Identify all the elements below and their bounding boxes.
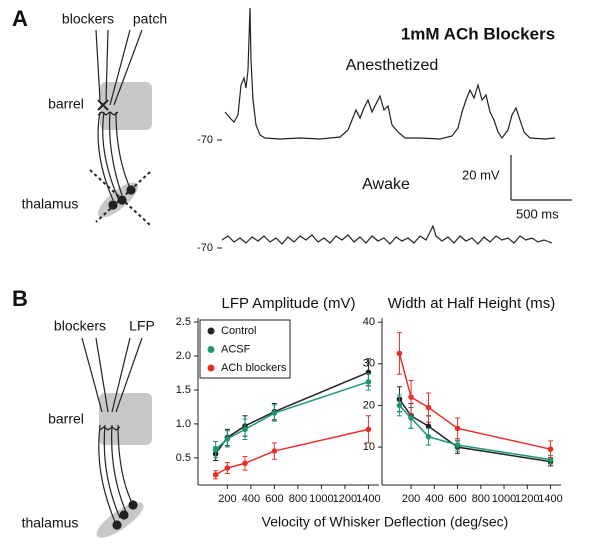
x-tick-label: 1000 [492, 493, 516, 505]
electrode-label: patch [133, 11, 167, 27]
x-tick-label: 400 [425, 493, 443, 505]
diagram-a [89, 29, 152, 226]
x-tick-label: 1200 [515, 493, 539, 505]
y-tick-label: 30 [363, 358, 375, 370]
legend-box [199, 319, 291, 379]
diagram-b [81, 337, 152, 538]
region-label: barrel [48, 411, 84, 427]
marker [547, 456, 554, 463]
chart-title: Width at Half Height (ms) [388, 295, 556, 312]
baseline-label: -70 [197, 242, 213, 254]
legend-label: ACSF [221, 343, 251, 355]
marker [396, 402, 403, 409]
electrode-label: blockers [62, 11, 114, 27]
x-axis-label: Velocity of Whisker Deflection (deg/sec) [262, 514, 509, 530]
x-tick-label: 600 [265, 493, 283, 505]
marker [212, 446, 219, 453]
x-tick-label: 200 [402, 493, 420, 505]
region-label: thalamus [22, 196, 79, 212]
y-tick-label: 1.0 [176, 418, 191, 430]
series-line [215, 428, 369, 476]
electrode-label: blockers [54, 318, 106, 334]
marker [271, 410, 278, 416]
marker [425, 404, 432, 411]
marker [547, 446, 554, 452]
x-tick-label: 400 [242, 493, 260, 505]
scale-label: 500 ms [516, 206, 559, 221]
legend-marker [207, 327, 215, 335]
baseline-label: -70 [197, 134, 213, 146]
voltage-trace [221, 224, 553, 245]
marker [212, 472, 219, 478]
x-tick-label: 600 [448, 493, 466, 505]
region-label: barrel [48, 96, 84, 112]
marker [271, 448, 278, 454]
marker [396, 350, 403, 357]
y-tick-label: 2.5 [176, 316, 191, 328]
scale-bar [510, 155, 572, 201]
y-tick-label: 40 [363, 316, 375, 328]
marker [408, 394, 414, 400]
legend-label: Control [221, 325, 256, 337]
panel-letter: A [12, 6, 28, 31]
y-tick-label: 10 [363, 441, 375, 453]
marker [224, 436, 231, 442]
series-line [398, 353, 551, 450]
series-line [215, 381, 369, 451]
trace-label: Anesthetized [346, 57, 439, 74]
legend-label: ACh blockers [221, 362, 287, 374]
voltage-trace [224, 7, 556, 140]
legend-marker [207, 346, 215, 353]
x-tick-label: 800 [472, 493, 490, 505]
legend-marker [207, 364, 215, 372]
marker [365, 426, 372, 433]
y-tick-label: 2.0 [176, 350, 191, 362]
marker [425, 423, 432, 430]
x-tick-label: 800 [289, 493, 307, 505]
region-label: thalamus [22, 515, 79, 531]
y-tick-label: 0.5 [176, 452, 191, 464]
x-tick-label: 200 [218, 493, 236, 505]
marker [425, 433, 432, 440]
marker [454, 442, 461, 448]
marker [242, 460, 248, 467]
panel-letter: B [12, 286, 28, 311]
electrode-label: LFP [129, 318, 155, 334]
x-tick-label: 1200 [333, 493, 357, 505]
trace-title: 1mM ACh Blockers [401, 24, 555, 43]
marker [454, 425, 461, 432]
trace-label: Awake [362, 176, 410, 193]
x-tick-label: 1400 [538, 493, 562, 505]
chart-title: LFP Amplitude (mV) [222, 295, 356, 312]
x-tick-label: 1000 [309, 493, 333, 505]
marker [365, 379, 372, 385]
x-tick-label: 1400 [356, 493, 380, 505]
series-line [215, 371, 369, 455]
scale-label: 20 mV [462, 167, 500, 182]
marker [408, 415, 414, 421]
marker [242, 426, 248, 433]
y-tick-label: 1.5 [176, 384, 191, 396]
y-tick-label: 20 [363, 399, 375, 411]
marker [224, 465, 231, 471]
